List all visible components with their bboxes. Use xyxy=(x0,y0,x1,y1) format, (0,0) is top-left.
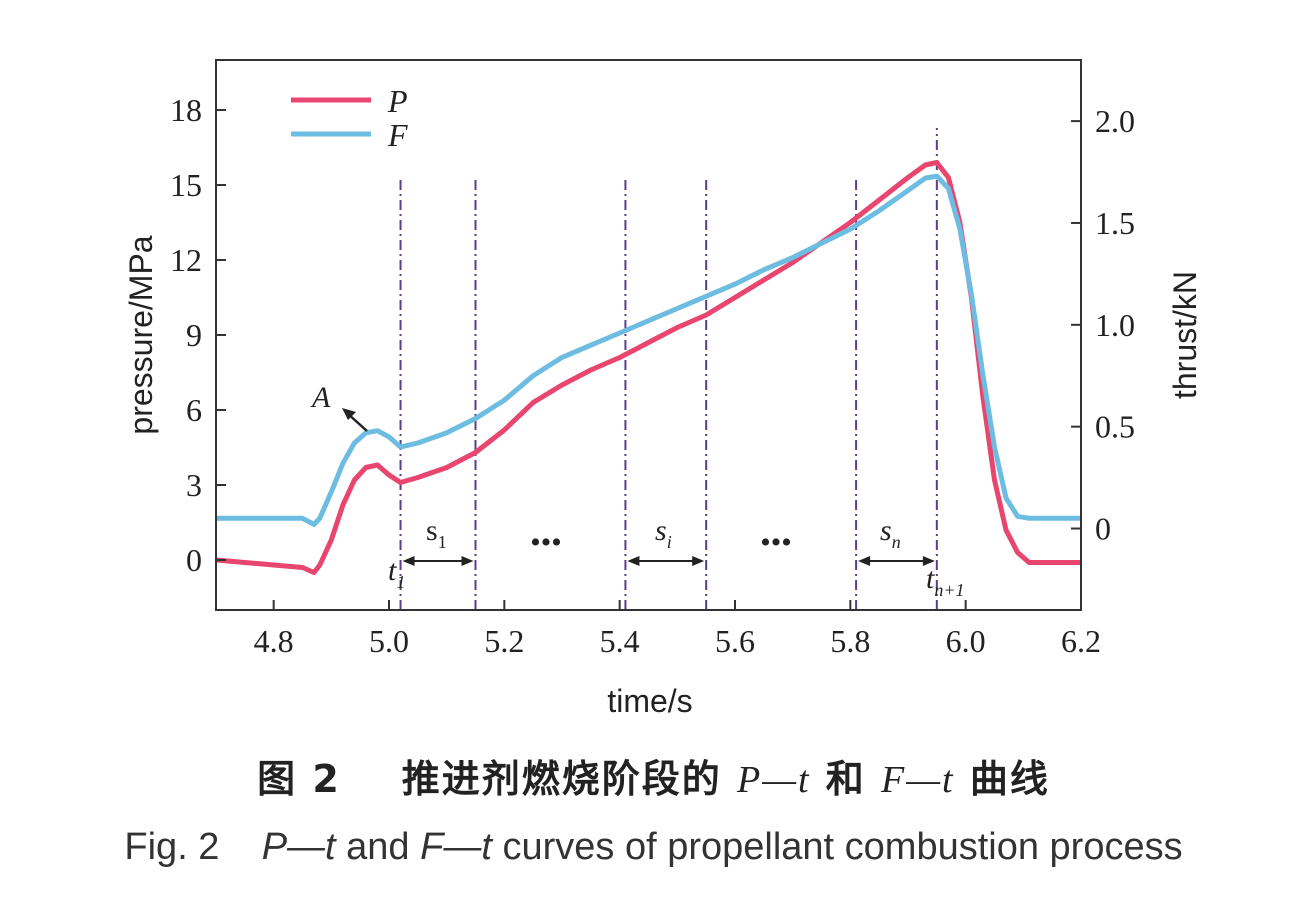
plot-frame xyxy=(215,59,1082,611)
si-label: si xyxy=(655,514,672,552)
caption-en-fig: Fig. 2 xyxy=(124,826,220,868)
y-tick-label: 0 xyxy=(186,542,202,578)
series-line-f xyxy=(216,173,1081,527)
legend-label-f: F xyxy=(387,117,408,153)
y2-tick-label: 1.0 xyxy=(1095,307,1135,343)
pressure-thrust-chart: 4.8 5.0 5.2 5.4 5.6 5.8 6.0 6.2 0 3 6 9 12 15 18 0 0.5… xyxy=(123,59,1203,719)
legend: P F xyxy=(291,83,408,153)
s1-label: s1 xyxy=(426,514,447,552)
caption-en-ft: F—t xyxy=(420,826,492,868)
y2-tick-label: 0 xyxy=(1095,511,1111,547)
series-lines xyxy=(215,160,1081,575)
caption-en-e: curves of propellant combustion process xyxy=(502,826,1183,868)
y2-tick-label: 1.5 xyxy=(1095,205,1135,241)
caption-cn-c: 和 xyxy=(825,757,866,801)
legend-label-p: P xyxy=(387,83,408,119)
t1-label: t1 xyxy=(388,554,405,592)
point-a-arrowhead xyxy=(342,408,356,420)
series-line-p xyxy=(215,160,1081,575)
x-tick-label: 5.2 xyxy=(484,623,524,659)
annotations: A t1 tn+1 s1 si sn ••• ••• xyxy=(310,381,965,600)
y-tick-label: 15 xyxy=(170,167,202,203)
y2-tick-label: 0.5 xyxy=(1095,409,1135,445)
caption-cn-e: 曲线 xyxy=(969,757,1050,801)
caption-cn-pt: P—t xyxy=(736,759,811,801)
caption-cn-a: 推进剂燃烧阶段的 xyxy=(401,757,722,801)
x-axis-ticks: 4.8 5.0 5.2 5.4 5.6 5.8 6.0 6.2 xyxy=(254,600,1101,659)
ellipsis-1: ••• xyxy=(530,526,562,559)
interval-lines xyxy=(399,128,938,610)
x-tick-label: 5.4 xyxy=(600,623,640,659)
x-tick-label: 5.8 xyxy=(830,623,870,659)
y-tick-label: 3 xyxy=(186,467,202,503)
y-axis-ticks: 0 3 6 9 12 15 18 xyxy=(170,92,226,578)
interval-arrowhead-right-si xyxy=(692,556,705,566)
x-tick-label: 5.6 xyxy=(715,623,755,659)
x-axis-title: time/s xyxy=(607,683,692,719)
interval-arrowhead-right-s1 xyxy=(461,556,474,566)
interval-arrows xyxy=(402,556,935,566)
ellipsis-2: ••• xyxy=(760,526,792,559)
point-a-label: A xyxy=(310,381,331,414)
interval-arrowhead-left-s1 xyxy=(402,556,415,566)
y2-axis-title: thrust/kN xyxy=(1167,271,1203,399)
interval-arrowhead-right-sn xyxy=(922,556,935,566)
caption-cn-ft: F—t xyxy=(881,759,955,801)
y2-axis-ticks: 0 0.5 1.0 1.5 2.0 xyxy=(1071,103,1135,547)
figure-caption-en: Fig. 2 P—t and F—t curves of propellant … xyxy=(0,826,1307,869)
figure-caption-cn: 图 2 推进剂燃烧阶段的 P—t 和 F—t 曲线 xyxy=(0,748,1307,803)
caption-cn-fig: 图 2 xyxy=(257,757,341,801)
x-tick-label: 6.2 xyxy=(1061,623,1101,659)
caption-en-pt: P—t xyxy=(261,826,336,868)
y-axis-title: pressure/MPa xyxy=(123,235,159,434)
x-tick-label: 6.0 xyxy=(946,623,986,659)
interval-arrowhead-left-si xyxy=(627,556,640,566)
caption-en-c: and xyxy=(346,826,410,868)
y-tick-label: 18 xyxy=(170,92,202,128)
tn1-label: tn+1 xyxy=(926,562,965,600)
y-tick-label: 9 xyxy=(186,317,202,353)
y-tick-label: 12 xyxy=(170,242,202,278)
sn-label: sn xyxy=(880,514,901,552)
y2-tick-label: 2.0 xyxy=(1095,103,1135,139)
interval-arrowhead-left-sn xyxy=(858,556,871,566)
x-tick-label: 5.0 xyxy=(369,623,409,659)
x-tick-label: 4.8 xyxy=(254,623,294,659)
y-tick-label: 6 xyxy=(186,392,202,428)
